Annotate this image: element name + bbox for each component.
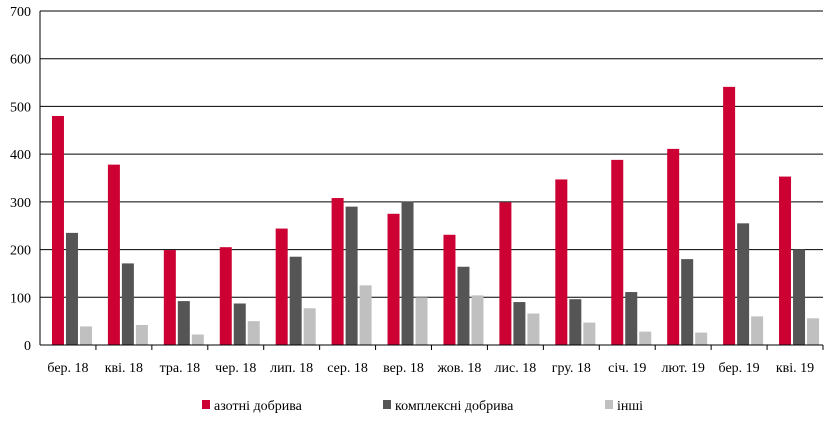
bar-series-2 <box>65 232 78 345</box>
x-category-label: тра. 18 <box>160 361 201 376</box>
bar-series-2 <box>345 206 358 345</box>
x-category-label: жов. 18 <box>436 361 481 376</box>
legend-label: комплексні добрива <box>395 399 514 414</box>
bar-series-2 <box>177 301 190 345</box>
bar-series-1 <box>723 86 736 345</box>
bar-series-1 <box>555 179 568 345</box>
bar-series-2 <box>121 263 134 345</box>
y-tick-label: 500 <box>10 100 31 115</box>
legend-label: інші <box>617 399 643 414</box>
legend-label: азотні добрива <box>214 399 303 414</box>
legend: азотні добрива комплексні добрива інші <box>202 399 643 414</box>
bar-series-2 <box>793 249 806 345</box>
bar-series-3 <box>303 308 316 345</box>
y-tick-label: 600 <box>10 53 31 68</box>
bar-series-2 <box>513 302 526 345</box>
x-category-label: лис. 18 <box>495 361 537 376</box>
bar-series-1 <box>219 247 232 345</box>
bar-series-3 <box>639 331 652 345</box>
bar-series-2 <box>737 223 750 345</box>
y-tick-label: 300 <box>10 196 31 211</box>
bar-series-2 <box>681 259 694 345</box>
x-category-label: лют. 19 <box>662 361 705 376</box>
bar-series-1 <box>107 164 120 345</box>
bar-series-2 <box>457 266 470 345</box>
y-tick-label: 100 <box>10 291 31 306</box>
bar-series-1 <box>667 148 680 345</box>
bar-series-3 <box>359 285 372 345</box>
bar-series-1 <box>611 159 624 345</box>
y-tick-label: 400 <box>10 148 31 163</box>
bar-series-2 <box>401 201 414 345</box>
bar-series-3 <box>79 326 92 345</box>
y-tick-label: 700 <box>10 5 31 20</box>
x-category-label: сер. 18 <box>327 361 368 376</box>
y-axis-ticks: 0 100 200 300 400 500 600 700 <box>10 5 31 354</box>
x-category-label: січ. 19 <box>608 361 646 376</box>
bars <box>51 86 820 345</box>
bar-series-3 <box>583 322 596 345</box>
bar-series-3 <box>695 332 708 345</box>
bar-series-3 <box>135 324 148 345</box>
y-tick-label: 200 <box>10 244 31 259</box>
legend-swatch <box>383 400 391 409</box>
bar-series-2 <box>625 292 638 345</box>
bar-series-2 <box>233 303 246 345</box>
y-tick-label: 0 <box>24 339 31 354</box>
x-category-label: гру. 18 <box>552 361 591 376</box>
x-category-label: чер. 18 <box>215 361 256 376</box>
bar-series-3 <box>415 297 428 345</box>
x-axis-labels: бер. 18 кві. 18 тра. 18 чер. 18 лип. 18 сер. … <box>47 361 814 376</box>
legend-swatch <box>605 400 613 409</box>
bar-series-2 <box>569 299 582 345</box>
bar-series-3 <box>191 334 204 345</box>
bar-series-1 <box>51 115 64 345</box>
bar-series-3 <box>247 321 260 345</box>
bar-series-2 <box>289 256 302 345</box>
x-category-label: вер. 18 <box>383 361 424 376</box>
x-category-label: кві. 18 <box>105 361 143 376</box>
x-category-label: бер. 18 <box>47 361 88 376</box>
gridlines <box>40 10 823 298</box>
axes <box>39 11 824 350</box>
bar-series-3 <box>751 316 764 345</box>
bar-series-3 <box>471 295 484 345</box>
x-category-label: лип. 18 <box>270 361 313 376</box>
legend-swatch <box>202 400 210 409</box>
x-category-label: бер. 19 <box>719 361 760 376</box>
bar-series-1 <box>499 202 512 345</box>
bar-series-1 <box>443 234 456 345</box>
bar-series-3 <box>527 313 540 345</box>
bar-series-1 <box>331 198 344 345</box>
bar-series-1 <box>275 228 288 345</box>
bar-series-3 <box>807 318 820 345</box>
x-category-label: кві. 19 <box>776 361 814 376</box>
bar-series-1 <box>387 213 400 345</box>
bar-series-1 <box>779 176 792 345</box>
bar-series-1 <box>163 250 176 345</box>
